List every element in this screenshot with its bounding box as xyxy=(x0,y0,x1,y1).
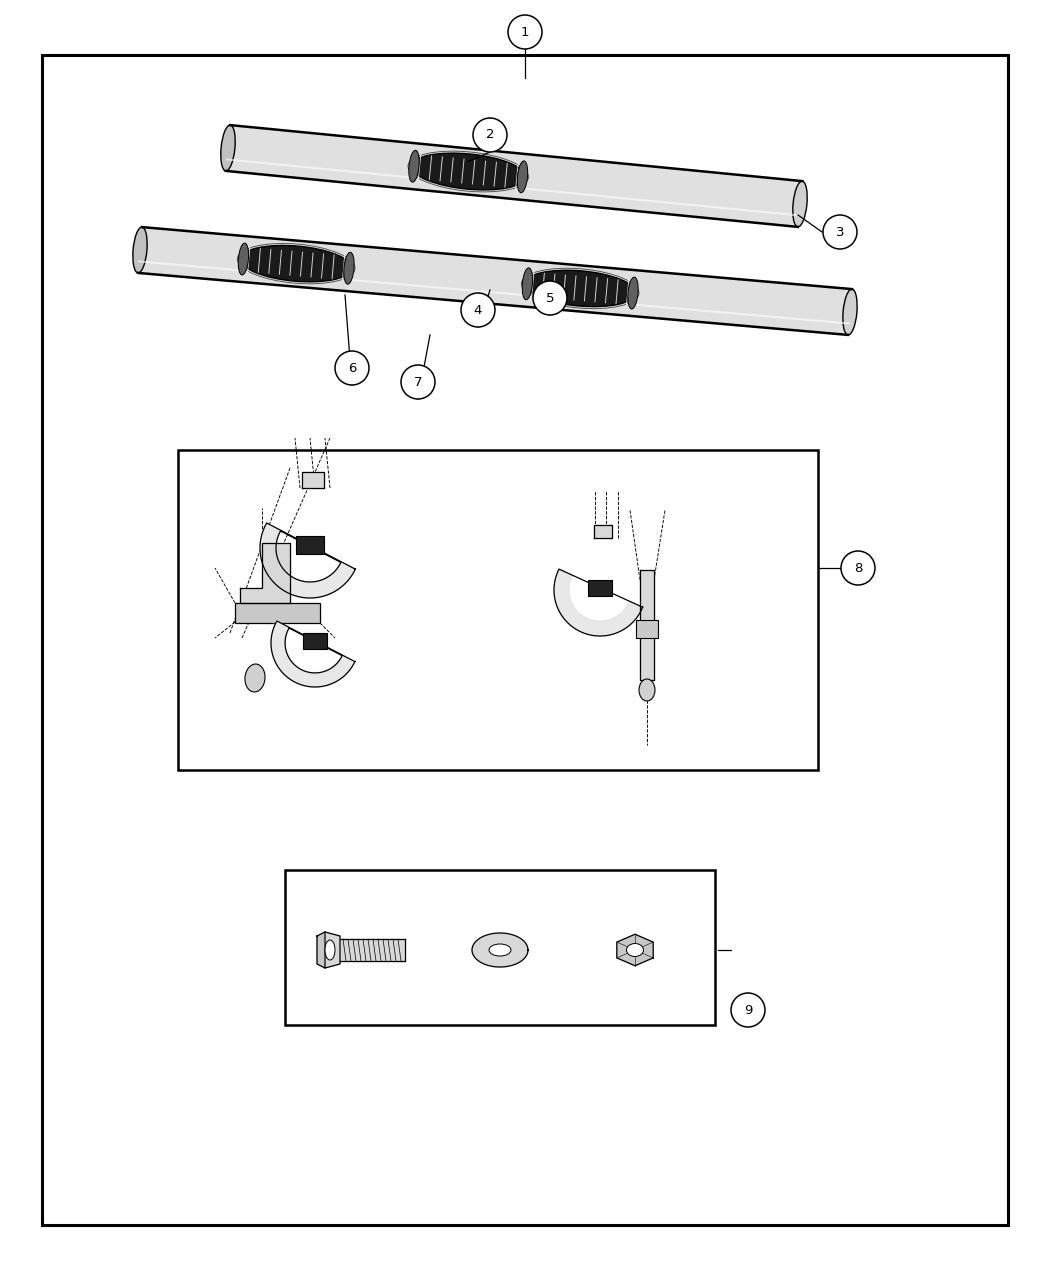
Circle shape xyxy=(533,280,567,315)
Ellipse shape xyxy=(411,153,525,190)
Ellipse shape xyxy=(408,150,419,182)
Polygon shape xyxy=(616,935,653,965)
Polygon shape xyxy=(326,932,340,968)
Circle shape xyxy=(731,993,765,1026)
Ellipse shape xyxy=(240,246,352,282)
Polygon shape xyxy=(302,472,324,488)
Ellipse shape xyxy=(245,664,265,692)
Text: 7: 7 xyxy=(414,376,422,389)
Text: 5: 5 xyxy=(546,292,554,305)
Ellipse shape xyxy=(793,181,807,227)
Circle shape xyxy=(335,351,369,385)
Bar xyxy=(296,536,324,555)
Bar xyxy=(178,450,818,770)
Text: 4: 4 xyxy=(474,303,482,316)
Polygon shape xyxy=(260,523,355,598)
Bar xyxy=(303,632,327,649)
Ellipse shape xyxy=(522,268,532,300)
Circle shape xyxy=(508,15,542,48)
Text: 8: 8 xyxy=(854,561,862,575)
Polygon shape xyxy=(271,621,355,687)
Ellipse shape xyxy=(628,277,638,309)
Ellipse shape xyxy=(627,944,644,956)
Bar xyxy=(636,620,658,638)
Circle shape xyxy=(401,365,435,399)
Ellipse shape xyxy=(518,161,528,193)
Polygon shape xyxy=(226,125,802,227)
Bar xyxy=(588,580,612,595)
Ellipse shape xyxy=(220,125,235,171)
Ellipse shape xyxy=(343,252,354,284)
Ellipse shape xyxy=(639,680,655,701)
Bar xyxy=(285,870,715,1025)
Polygon shape xyxy=(640,570,654,680)
Polygon shape xyxy=(240,543,290,603)
Text: 1: 1 xyxy=(521,26,529,38)
Ellipse shape xyxy=(843,289,857,335)
Bar xyxy=(235,603,320,623)
Ellipse shape xyxy=(133,227,147,273)
Circle shape xyxy=(461,293,495,326)
Polygon shape xyxy=(340,938,405,961)
Text: 2: 2 xyxy=(486,129,495,142)
Circle shape xyxy=(841,551,875,585)
Ellipse shape xyxy=(326,940,335,960)
Ellipse shape xyxy=(238,244,249,275)
Polygon shape xyxy=(472,933,528,966)
Polygon shape xyxy=(317,932,326,968)
Polygon shape xyxy=(138,227,852,335)
Polygon shape xyxy=(594,525,612,538)
Ellipse shape xyxy=(489,944,511,956)
Text: 3: 3 xyxy=(836,226,844,238)
Ellipse shape xyxy=(524,270,636,306)
Text: 6: 6 xyxy=(348,362,356,375)
Text: 9: 9 xyxy=(743,1003,752,1016)
Polygon shape xyxy=(554,569,643,636)
Circle shape xyxy=(823,215,857,249)
Circle shape xyxy=(472,119,507,152)
